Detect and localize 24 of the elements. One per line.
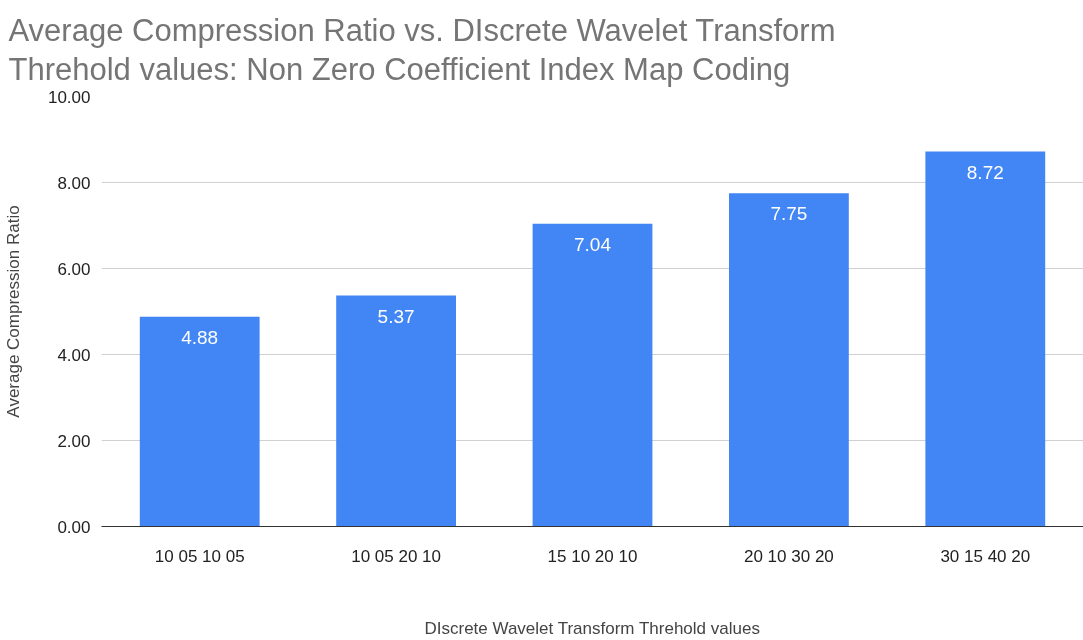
y-tick-label: 4.00	[57, 345, 91, 365]
y-axis-title: Average Compression Ratio	[3, 205, 23, 418]
data-label: 5.37	[377, 305, 415, 327]
chart-title: Average Compression Ratio vs. DIscrete Wavelet Transform Threhold values: Non Zero Coefficient Index Map Coding	[8, 13, 836, 87]
bar	[139, 316, 260, 527]
data-label: 8.72	[966, 161, 1004, 183]
data-label: 4.88	[181, 326, 219, 348]
x-tick-label: 10 05 10 05	[154, 546, 245, 566]
y-tick-label: 6.00	[57, 259, 91, 279]
x-tick-label: 15 10 20 10	[547, 546, 638, 566]
x-tick-label: 10 05 20 10	[351, 546, 442, 566]
bar	[336, 295, 456, 527]
data-label: 7.04	[574, 233, 612, 255]
x-tick-label: 30 15 40 20	[940, 546, 1031, 566]
y-tick-label: 10.00	[47, 87, 91, 107]
bar	[532, 223, 653, 527]
y-tick-label: 2.00	[57, 431, 91, 451]
bar	[729, 193, 849, 527]
data-label: 7.75	[770, 203, 808, 225]
x-axis-title: DIscrete Wavelet Transform Threhold values	[424, 618, 760, 638]
y-tick-label: 8.00	[57, 173, 91, 193]
bar	[925, 151, 1046, 527]
x-tick-label: 20 10 30 20	[744, 546, 834, 566]
y-tick-label: 0.00	[57, 517, 91, 537]
